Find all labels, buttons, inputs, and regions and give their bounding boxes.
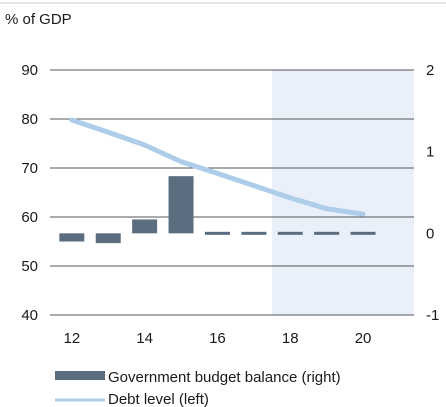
bar-series bbox=[59, 176, 376, 244]
y-left-tick-label: 40 bbox=[21, 307, 38, 324]
y-left-tick-label: 60 bbox=[21, 209, 38, 226]
bar-projected bbox=[350, 231, 376, 235]
y-axis-right: -1 0 1 2 bbox=[426, 62, 439, 324]
bar bbox=[241, 231, 267, 235]
y-left-tick-label: 80 bbox=[21, 111, 38, 128]
x-tick-label: 12 bbox=[63, 330, 80, 347]
forecast-shade bbox=[272, 70, 414, 315]
y-left-tick-label: 90 bbox=[21, 62, 38, 79]
y-left-tick-label: 50 bbox=[21, 258, 38, 275]
y-right-tick-label: -1 bbox=[426, 307, 439, 324]
x-axis: 12 14 16 18 20 bbox=[63, 330, 371, 347]
legend-swatch-bars bbox=[55, 371, 105, 380]
y-right-tick-label: 1 bbox=[426, 144, 434, 161]
x-tick-label: 18 bbox=[282, 330, 299, 347]
x-tick-label: 20 bbox=[355, 330, 372, 347]
y-axis-left: 40 50 60 70 80 90 bbox=[21, 62, 38, 324]
bar bbox=[168, 176, 194, 234]
legend: Government budget balance (right) Debt l… bbox=[55, 369, 341, 407]
gridlines bbox=[50, 69, 414, 316]
y-left-tick-label: 70 bbox=[21, 160, 38, 177]
debt-level-line bbox=[69, 117, 366, 217]
legend-label-bars: Government budget balance (right) bbox=[108, 369, 341, 386]
y-axis-label-left: % of GDP bbox=[5, 11, 72, 28]
bar bbox=[132, 219, 158, 234]
legend-label-line: Debt level (left) bbox=[108, 391, 209, 407]
bar bbox=[204, 231, 230, 235]
y-right-tick-label: 0 bbox=[426, 225, 434, 242]
bar bbox=[95, 233, 121, 244]
bar-projected bbox=[314, 231, 340, 235]
x-tick-label: 14 bbox=[136, 330, 153, 347]
y-right-tick-label: 2 bbox=[426, 62, 434, 79]
bar bbox=[59, 233, 85, 242]
bar-projected bbox=[277, 231, 303, 235]
x-tick-label: 16 bbox=[209, 330, 226, 347]
